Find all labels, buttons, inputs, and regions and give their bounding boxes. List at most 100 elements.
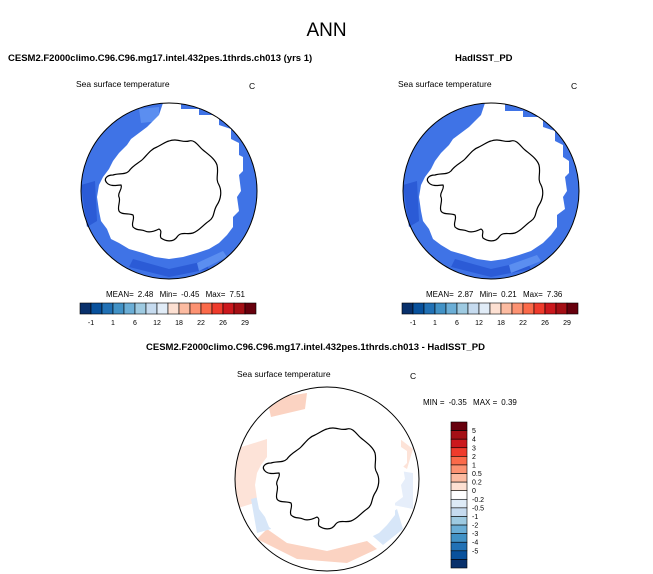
colorbar-swatch <box>450 533 468 543</box>
colorbar-tick-label: -1 <box>410 320 416 327</box>
colorbar-swatch <box>555 302 568 315</box>
model-max-value: 7.51 <box>229 290 246 299</box>
diff-anomaly-patch <box>257 529 377 563</box>
diff-min-value: -0.35 <box>448 398 467 407</box>
diff-max-value: 0.39 <box>501 398 517 407</box>
colorbar-tick-label: 0 <box>472 488 476 495</box>
colorbar-swatch <box>450 473 468 483</box>
colorbar-tick-label: -1 <box>88 320 94 327</box>
colorbar-swatch <box>423 302 436 315</box>
obs-map-border <box>402 102 580 280</box>
obs-stats: MEAN= 2.87 Min= 0.21 Max= 7.36 <box>426 290 566 299</box>
colorbar-swatch <box>450 524 468 534</box>
colorbar-tick-label: 29 <box>563 320 571 327</box>
diff-stats: MIN = -0.35 MAX = 0.39 <box>423 398 521 407</box>
model-colorbar: -1 1 6 12 18 22 26 29 <box>79 302 257 327</box>
colorbar-swatch <box>450 456 468 466</box>
diff-panel-title: CESM2.F2000climo.C96.C96.mg17.intel.432p… <box>146 342 485 353</box>
colorbar-tick-label: 1 <box>472 462 476 469</box>
colorbar-swatch <box>156 302 169 315</box>
colorbar-swatch <box>450 464 468 474</box>
model-ocean-patch <box>139 107 159 123</box>
obs-mean-label: MEAN= <box>426 290 454 299</box>
colorbar-tick-label: 22 <box>197 320 205 327</box>
colorbar-tick-label: 26 <box>219 320 227 327</box>
obs-colorbar-swatches <box>401 302 579 315</box>
colorbar-tick-label: 29 <box>241 320 249 327</box>
obs-max-label: Max= <box>522 290 543 299</box>
colorbar-tick-label: 5 <box>472 428 476 435</box>
colorbar-swatch <box>500 302 513 315</box>
model-ocean-patch <box>81 181 97 227</box>
colorbar-swatch <box>467 302 480 315</box>
model-min-label: Min= <box>159 290 178 299</box>
colorbar-tick-label: 12 <box>153 320 161 327</box>
colorbar-swatch <box>123 302 136 315</box>
colorbar-tick-label: -4 <box>472 540 478 547</box>
colorbar-swatch <box>189 302 202 315</box>
colorbar-tick-label: 1 <box>433 320 437 327</box>
obs-units-label: C <box>571 81 578 91</box>
colorbar-tick-label: 12 <box>475 320 483 327</box>
colorbar-swatch <box>178 302 191 315</box>
colorbar-swatch <box>478 302 491 315</box>
colorbar-swatch <box>450 430 468 440</box>
model-min-value: -0.45 <box>181 290 200 299</box>
colorbar-tick-label: -0.5 <box>472 505 484 512</box>
obs-ocean-patch <box>403 181 419 227</box>
colorbar-swatch <box>112 302 125 315</box>
diff-max-label: MAX = <box>473 398 498 407</box>
colorbar-swatch <box>456 302 469 315</box>
colorbar-tick-label: 2 <box>472 454 476 461</box>
colorbar-tick-label: 18 <box>175 320 183 327</box>
obs-sst-map <box>402 102 580 280</box>
colorbar-tick-label: 4 <box>472 437 476 444</box>
model-max-label: Max= <box>205 290 226 299</box>
obs-ocean-patch <box>509 255 541 273</box>
colorbar-tick-label: -1 <box>472 514 478 521</box>
colorbar-tick-label: 22 <box>519 320 527 327</box>
colorbar-swatch <box>489 302 502 315</box>
colorbar-swatch <box>450 490 468 500</box>
colorbar-swatch <box>450 438 468 449</box>
colorbar-swatch <box>167 302 180 315</box>
diff-variable-label: Sea surface temperature <box>237 369 331 379</box>
colorbar-swatch <box>79 302 92 315</box>
model-colorbar-swatches <box>79 302 257 315</box>
model-stats: MEAN= 2.48 Min= -0.45 Max= 7.51 <box>106 290 249 299</box>
colorbar-swatch <box>222 302 235 315</box>
figure-title: ANN <box>306 20 347 41</box>
colorbar-swatch <box>445 302 458 315</box>
obs-variable-label: Sea surface temperature <box>398 79 492 89</box>
colorbar-tick-label: -3 <box>472 531 478 538</box>
model-units-label: C <box>249 81 256 91</box>
model-ocean-patch <box>129 259 209 277</box>
colorbar-swatch <box>566 302 579 315</box>
colorbar-swatch <box>450 516 468 526</box>
colorbar-swatch <box>450 447 468 457</box>
model-map-border <box>80 102 258 280</box>
model-ocean-patch <box>197 251 227 271</box>
obs-panel-title: HadISST_PD <box>455 53 513 64</box>
colorbar-tick-label: 6 <box>133 320 137 327</box>
colorbar-swatch <box>434 302 447 315</box>
model-colorbar-labels: -1 1 6 12 18 22 26 29 <box>88 320 249 327</box>
colorbar-tick-label: -0.2 <box>472 497 484 504</box>
model-panel-title: CESM2.F2000climo.C96.C96.mg17.intel.432p… <box>8 53 313 64</box>
colorbar-swatch <box>145 302 158 315</box>
model-sst-map <box>80 102 258 280</box>
obs-min-label: Min= <box>479 290 498 299</box>
diff-colorbar-labels: 5 43 21 0.5 0.20 -0.2-0.5 -1 -2-3 -4-5 <box>472 428 484 555</box>
colorbar-swatch <box>450 498 468 509</box>
colorbar-swatch <box>533 302 546 315</box>
diff-map-border <box>234 386 420 572</box>
colorbar-swatch <box>233 302 246 315</box>
obs-max-value: 7.36 <box>546 290 563 299</box>
obs-colorbar: -1 1 6 12 18 22 26 29 <box>401 302 579 327</box>
colorbar-tick-label: 3 <box>472 445 476 452</box>
colorbar-tick-label: 1 <box>111 320 115 327</box>
colorbar-swatch <box>450 559 468 569</box>
colorbar-swatch <box>450 481 468 492</box>
obs-mean-value: 2.87 <box>457 290 474 299</box>
colorbar-tick-label: 18 <box>497 320 505 327</box>
